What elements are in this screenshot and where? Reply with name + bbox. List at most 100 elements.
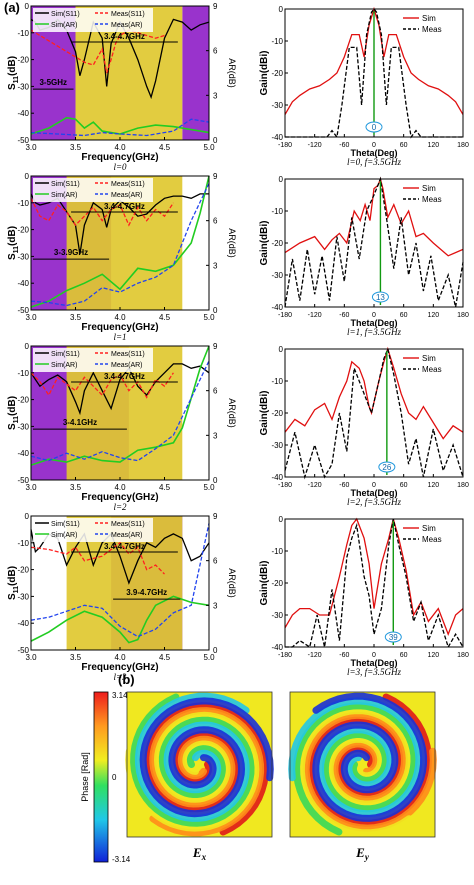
row-1: 0 -10 -20 -30 -40 -50 9 6 3 0 3.0 3.5 4.0 4.5 5.0 Frequ… <box>7 172 469 342</box>
x-tick-label: 3.0 <box>25 143 37 152</box>
ar-tick-label: 3 <box>213 91 218 100</box>
peak-marker-badge <box>378 461 396 473</box>
gain-series-0 <box>284 517 464 637</box>
legend-g: Sim Meas <box>403 524 442 544</box>
ar-tick-label: 0 <box>213 136 218 145</box>
legend-entry: Sim(S11) <box>51 11 80 18</box>
gain-x-tick-label: 180 <box>457 312 469 319</box>
legend-entry: Meas(S11) <box>111 351 145 358</box>
gain-series-1 <box>285 518 464 649</box>
x-axis-label: Frequency(GHz) <box>81 492 158 503</box>
y-axis-label-main: S <box>7 423 18 430</box>
ar-tick-label: 6 <box>213 47 218 56</box>
gain-x-tick-label: 0 <box>372 142 376 149</box>
legend-entry: Meas(S11) <box>111 11 145 18</box>
gain-x-tick-label: -180 <box>278 312 292 319</box>
legend-entry: Sim(S11) <box>51 521 80 528</box>
x-tick-label: 4.5 <box>159 483 171 492</box>
x-tick-label: 3.0 <box>25 653 37 662</box>
s-series-2 <box>30 345 210 466</box>
gain-x-tick-label: -120 <box>308 142 322 149</box>
legend-entry: Meas(AR) <box>111 532 143 539</box>
phase-spiral-arm <box>312 692 428 822</box>
x-tick-label: 3.0 <box>25 483 37 492</box>
y-axis-label-unit: (dB) <box>7 226 18 246</box>
s11-band-label: 3-4.1GHz <box>63 418 97 427</box>
y-tick-label: -10 <box>17 29 29 38</box>
gain-y-axis-label: Gain(dBi) <box>259 221 270 266</box>
row-0: 0 -10 -20 -30 -40 -50 9 6 3 0 3.0 3.5 4.0 4.5 5.0 Frequ… <box>7 2 469 172</box>
gain-series-1 <box>285 7 463 139</box>
phase-spiral-arm <box>297 707 413 837</box>
s-series-3 <box>30 523 210 638</box>
x-tick-label: 4.0 <box>114 143 126 152</box>
gain-x-tick-label: 120 <box>427 482 439 489</box>
s-series-1 <box>30 29 165 74</box>
ar-axis-label: AR(dB) <box>227 568 237 598</box>
ar-tick-label: 6 <box>213 557 218 566</box>
gain-x-axis-label: Theta(Deg) <box>351 318 398 328</box>
gain-y-tick-label: -10 <box>271 207 283 216</box>
ar-band-label: 3.4-4.7GHz <box>104 32 145 41</box>
gain-y-tick-label: -30 <box>271 611 283 620</box>
ar-tick-label: 0 <box>213 646 218 655</box>
ar-axis-label: AR(dB) <box>227 398 237 428</box>
gain-x-tick-label: -180 <box>278 482 292 489</box>
ar-band-label: 3.4-4.7GHz <box>104 542 145 551</box>
x-axis-label: Frequency(GHz) <box>81 152 158 163</box>
legend-entry: Meas(AR) <box>111 22 143 29</box>
y-axis-label-sub: 11 <box>13 76 20 84</box>
y-axis-label-unit: (dB) <box>7 56 18 76</box>
x-tick-label: 5.0 <box>203 483 215 492</box>
gain-x-tick-label: 0 <box>372 652 376 659</box>
legend-bg <box>33 8 153 32</box>
row-caption: l=2 <box>113 502 127 512</box>
x-tick-label: 3.0 <box>25 313 37 322</box>
colorbar-label: Phase [Rad] <box>80 752 90 802</box>
y-tick-label: -20 <box>17 226 29 235</box>
phase-spiral-arm <box>130 693 255 827</box>
s-series-3 <box>30 118 210 137</box>
gain-x-tick-label: 60 <box>400 482 408 489</box>
legend-entry: Meas(S11) <box>111 181 145 188</box>
phase-map-label: Ex <box>192 845 207 862</box>
legend-entry: Sim(S11) <box>51 351 80 358</box>
x-tick-label: 5.0 <box>203 143 215 152</box>
y-axis-label-sub: 11 <box>13 586 20 594</box>
legend-entry: Sim(AR) <box>51 362 77 369</box>
gain-y-tick-label: 0 <box>279 5 284 14</box>
peak-marker-badge <box>365 121 383 133</box>
y-tick-label: -10 <box>17 369 29 378</box>
s-series-3 <box>30 360 210 462</box>
gain-x-tick-label: 120 <box>427 142 439 149</box>
gain-caption: l=3, f=3.5GHz <box>347 667 401 677</box>
s-series-1 <box>30 541 165 575</box>
gain-y-tick-label: -10 <box>271 377 283 386</box>
legend-entry: Sim <box>422 184 436 193</box>
peak-marker-badge <box>384 631 402 643</box>
legend-entry: Sim(AR) <box>51 192 77 199</box>
legend-entry: Sim <box>422 14 436 23</box>
gain-x-tick-label: -180 <box>278 142 292 149</box>
s11-band-label: 3-5GHz <box>39 78 67 87</box>
gain-x-tick-label: -60 <box>339 652 349 659</box>
peak-marker-label: 13 <box>376 293 385 302</box>
gain-x-tick-label: -180 <box>278 652 292 659</box>
legend-entry: Sim(AR) <box>51 532 77 539</box>
gain-x-tick-label: 120 <box>427 652 439 659</box>
s-series-1 <box>30 372 174 399</box>
y-tick-label: 0 <box>25 512 30 521</box>
gain-x-tick-label: -120 <box>308 652 322 659</box>
s-series-0 <box>30 363 210 416</box>
legend-entry: Sim <box>422 524 436 533</box>
gain-caption: l=1, f=3.5GHz <box>347 327 401 337</box>
y-tick-label: -40 <box>17 109 29 118</box>
y-axis-label-main: S <box>7 83 18 90</box>
phase-spiral-arm <box>134 692 250 822</box>
s-series-2 <box>30 175 210 308</box>
colorbar-mid: 0 <box>112 773 117 782</box>
gain-y-tick-label: -30 <box>271 441 283 450</box>
gain-x-axis-label: Theta(Deg) <box>351 488 398 498</box>
phase-map-Ey: Ey <box>288 691 437 862</box>
peak-marker-badge <box>371 291 389 303</box>
